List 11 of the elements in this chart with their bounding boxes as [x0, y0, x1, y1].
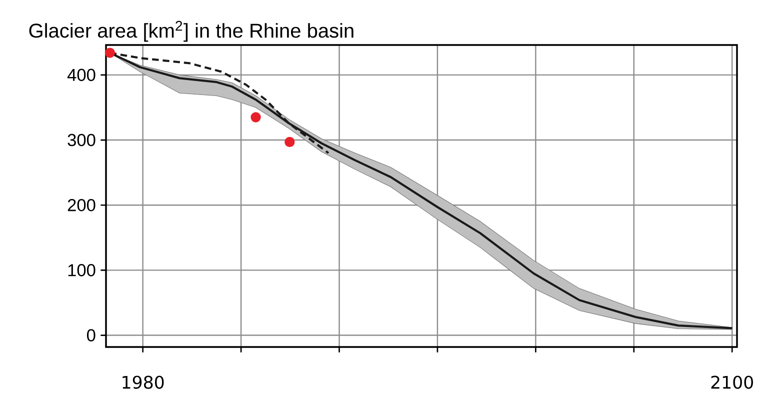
point: [284, 136, 295, 148]
y-tick-label: 400: [67, 68, 96, 82]
y-tick-label: 200: [68, 198, 96, 212]
chart-title: Glacier area [km$^{2}$] in the Rhine basin: [29, 20, 354, 42]
y-tick-label: 100: [68, 264, 96, 276]
x-tick-label: 1980: [122, 376, 164, 389]
point: [250, 112, 261, 122]
y-tick-label: 300: [68, 134, 96, 146]
x-tick-label: 2100: [711, 376, 753, 389]
y-tick-label: 0: [86, 329, 96, 342]
point: [104, 48, 116, 58]
